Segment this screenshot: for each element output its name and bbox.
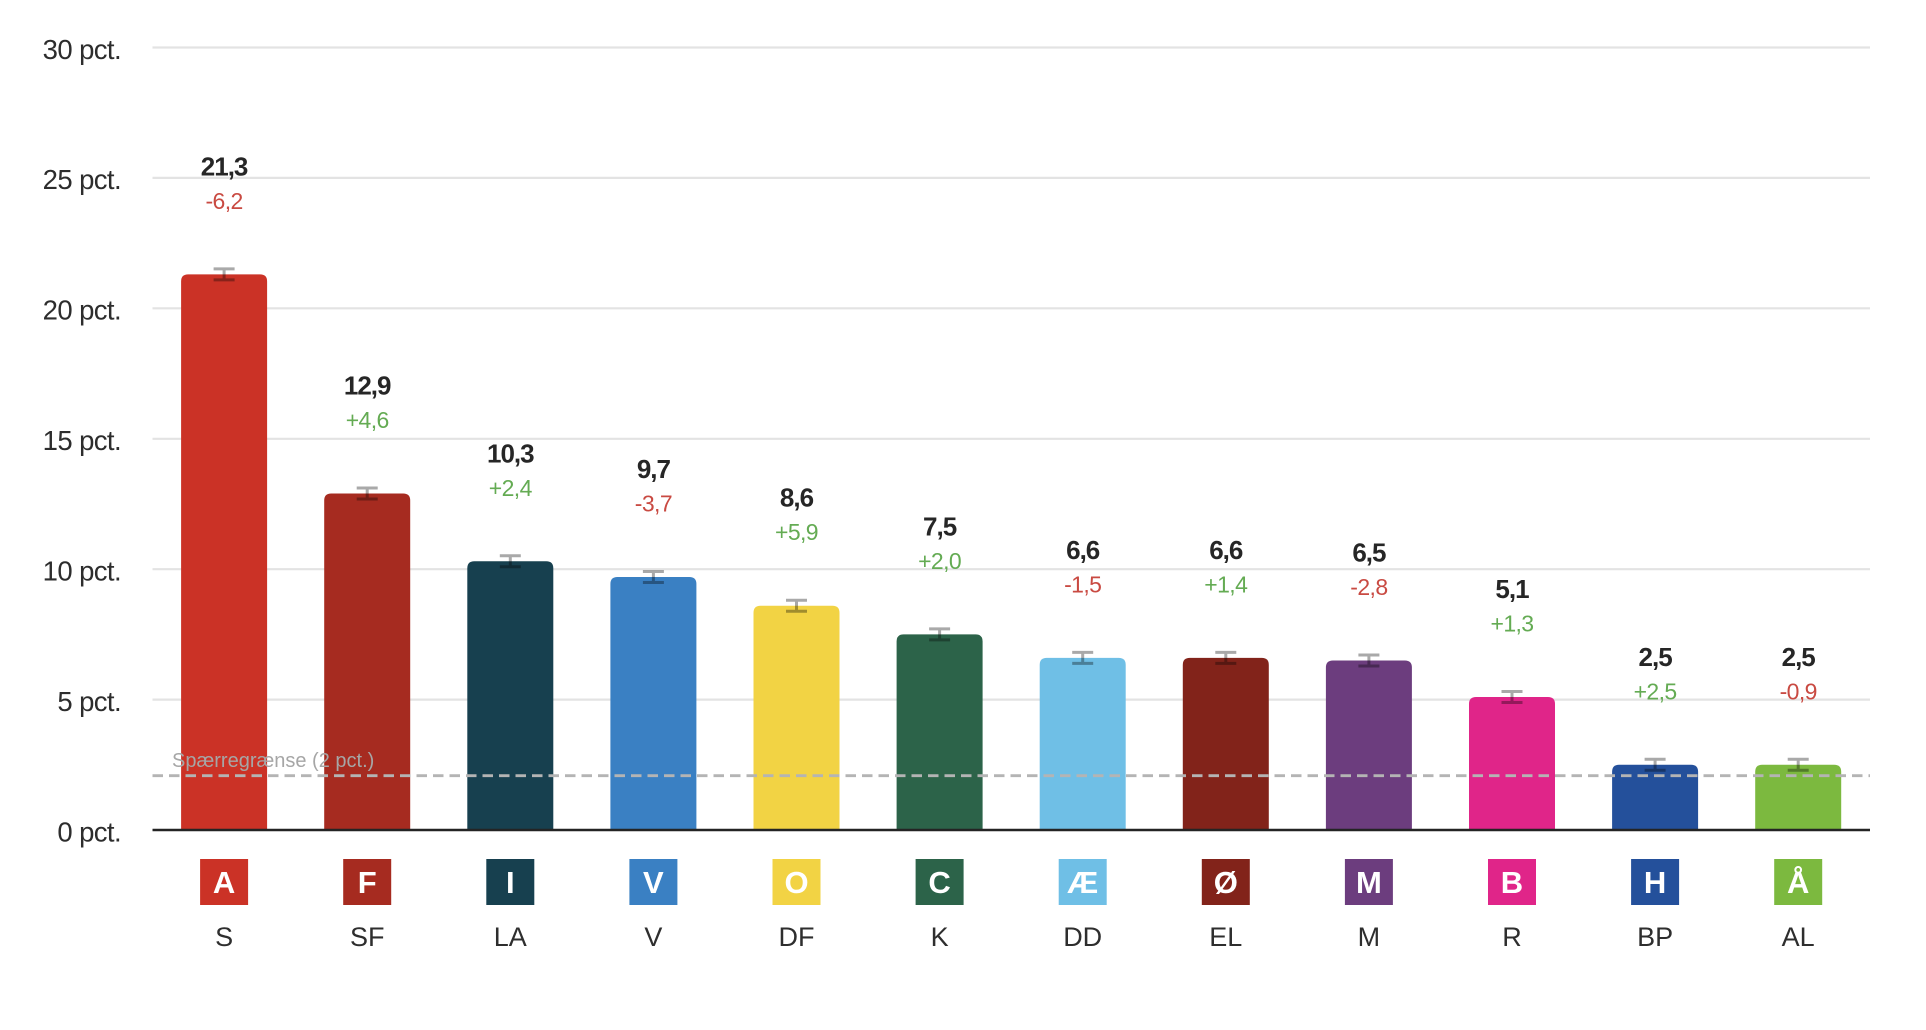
svg-text:AL: AL bbox=[1782, 922, 1815, 952]
svg-text:O: O bbox=[784, 865, 808, 900]
svg-text:M: M bbox=[1356, 865, 1382, 900]
svg-text:30 pct.: 30 pct. bbox=[43, 34, 121, 65]
svg-text:15 pct.: 15 pct. bbox=[43, 425, 121, 456]
svg-text:A: A bbox=[213, 865, 235, 900]
svg-text:0 pct.: 0 pct. bbox=[57, 816, 121, 847]
svg-text:F: F bbox=[358, 865, 377, 900]
svg-text:6,6: 6,6 bbox=[1209, 535, 1243, 565]
svg-text:+4,6: +4,6 bbox=[346, 407, 389, 433]
svg-text:LA: LA bbox=[494, 922, 527, 952]
svg-text:-0,9: -0,9 bbox=[1780, 678, 1817, 704]
svg-text:SF: SF bbox=[350, 922, 385, 952]
svg-text:5 pct.: 5 pct. bbox=[57, 686, 121, 717]
svg-text:Ø: Ø bbox=[1214, 865, 1238, 900]
svg-text:2,5: 2,5 bbox=[1639, 642, 1673, 672]
svg-text:9,7: 9,7 bbox=[637, 454, 671, 484]
svg-text:EL: EL bbox=[1209, 922, 1242, 952]
svg-text:10,3: 10,3 bbox=[487, 438, 534, 468]
svg-text:+2,0: +2,0 bbox=[918, 548, 961, 574]
svg-text:21,3: 21,3 bbox=[201, 151, 248, 181]
svg-text:+2,4: +2,4 bbox=[489, 475, 533, 501]
svg-text:+1,3: +1,3 bbox=[1490, 611, 1533, 637]
svg-text:M: M bbox=[1358, 922, 1381, 952]
svg-text:6,5: 6,5 bbox=[1352, 538, 1386, 568]
svg-text:DD: DD bbox=[1063, 922, 1102, 952]
svg-text:12,9: 12,9 bbox=[344, 371, 391, 401]
svg-text:R: R bbox=[1502, 922, 1522, 952]
svg-text:V: V bbox=[643, 865, 664, 900]
svg-text:+2,5: +2,5 bbox=[1634, 678, 1677, 704]
svg-text:Å: Å bbox=[1787, 865, 1809, 900]
svg-text:-6,2: -6,2 bbox=[205, 188, 242, 214]
svg-text:BP: BP bbox=[1637, 922, 1673, 952]
svg-text:+5,9: +5,9 bbox=[775, 519, 818, 545]
svg-text:+1,4: +1,4 bbox=[1204, 571, 1248, 597]
svg-text:DF: DF bbox=[779, 922, 815, 952]
svg-text:5,1: 5,1 bbox=[1495, 574, 1529, 604]
svg-text:K: K bbox=[931, 922, 949, 952]
svg-text:8,6: 8,6 bbox=[780, 483, 814, 513]
svg-text:20 pct.: 20 pct. bbox=[43, 295, 121, 326]
svg-text:-1,5: -1,5 bbox=[1064, 571, 1101, 597]
svg-text:Æ: Æ bbox=[1067, 865, 1098, 900]
svg-text:S: S bbox=[215, 922, 233, 952]
svg-text:2,5: 2,5 bbox=[1782, 642, 1816, 672]
svg-text:-2,8: -2,8 bbox=[1350, 574, 1387, 600]
svg-text:I: I bbox=[506, 865, 515, 900]
svg-text:Spærregrænse (2 pct.): Spærregrænse (2 pct.) bbox=[172, 750, 374, 772]
svg-text:V: V bbox=[644, 922, 662, 952]
svg-text:6,6: 6,6 bbox=[1066, 535, 1100, 565]
svg-text:H: H bbox=[1644, 865, 1666, 900]
svg-text:7,5: 7,5 bbox=[923, 511, 957, 541]
svg-text:-3,7: -3,7 bbox=[635, 491, 672, 517]
svg-text:B: B bbox=[1501, 865, 1523, 900]
svg-text:C: C bbox=[928, 865, 950, 900]
svg-text:10 pct.: 10 pct. bbox=[43, 556, 121, 587]
svg-text:25 pct.: 25 pct. bbox=[43, 164, 121, 195]
